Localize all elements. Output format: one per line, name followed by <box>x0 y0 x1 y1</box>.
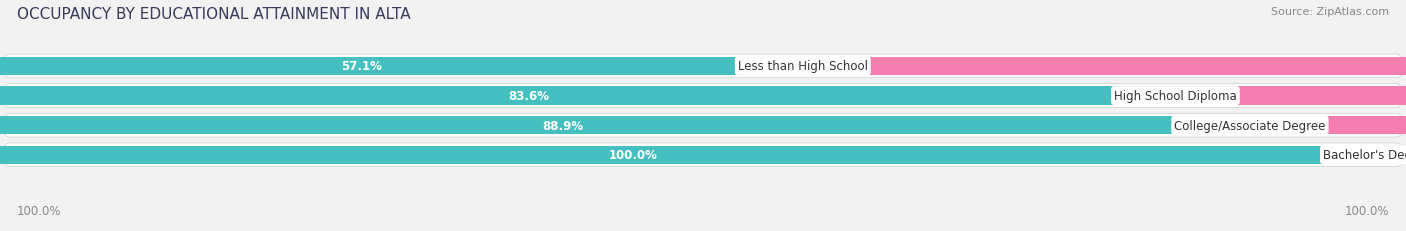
FancyBboxPatch shape <box>4 143 1402 167</box>
Text: College/Associate Degree: College/Associate Degree <box>1174 119 1326 132</box>
Text: Bachelor's Degree or higher: Bachelor's Degree or higher <box>1323 149 1406 162</box>
Bar <box>1175 87 1406 105</box>
Text: 100.0%: 100.0% <box>17 204 62 217</box>
Text: 57.1%: 57.1% <box>340 60 381 73</box>
Bar <box>0 116 1250 135</box>
Text: 100.0%: 100.0% <box>1344 204 1389 217</box>
Text: 100.0%: 100.0% <box>609 149 657 162</box>
Text: Source: ZipAtlas.com: Source: ZipAtlas.com <box>1271 7 1389 17</box>
Bar <box>1250 116 1406 135</box>
Text: 83.6%: 83.6% <box>509 90 550 103</box>
Text: High School Diploma: High School Diploma <box>1114 90 1237 103</box>
FancyBboxPatch shape <box>4 55 1402 79</box>
Bar <box>0 58 803 76</box>
FancyBboxPatch shape <box>4 84 1402 108</box>
Text: 88.9%: 88.9% <box>541 119 583 132</box>
FancyBboxPatch shape <box>4 114 1402 137</box>
Bar <box>803 58 1406 76</box>
Bar <box>0 87 1175 105</box>
Text: Less than High School: Less than High School <box>738 60 868 73</box>
Bar <box>0 146 1406 164</box>
Text: OCCUPANCY BY EDUCATIONAL ATTAINMENT IN ALTA: OCCUPANCY BY EDUCATIONAL ATTAINMENT IN A… <box>17 7 411 22</box>
